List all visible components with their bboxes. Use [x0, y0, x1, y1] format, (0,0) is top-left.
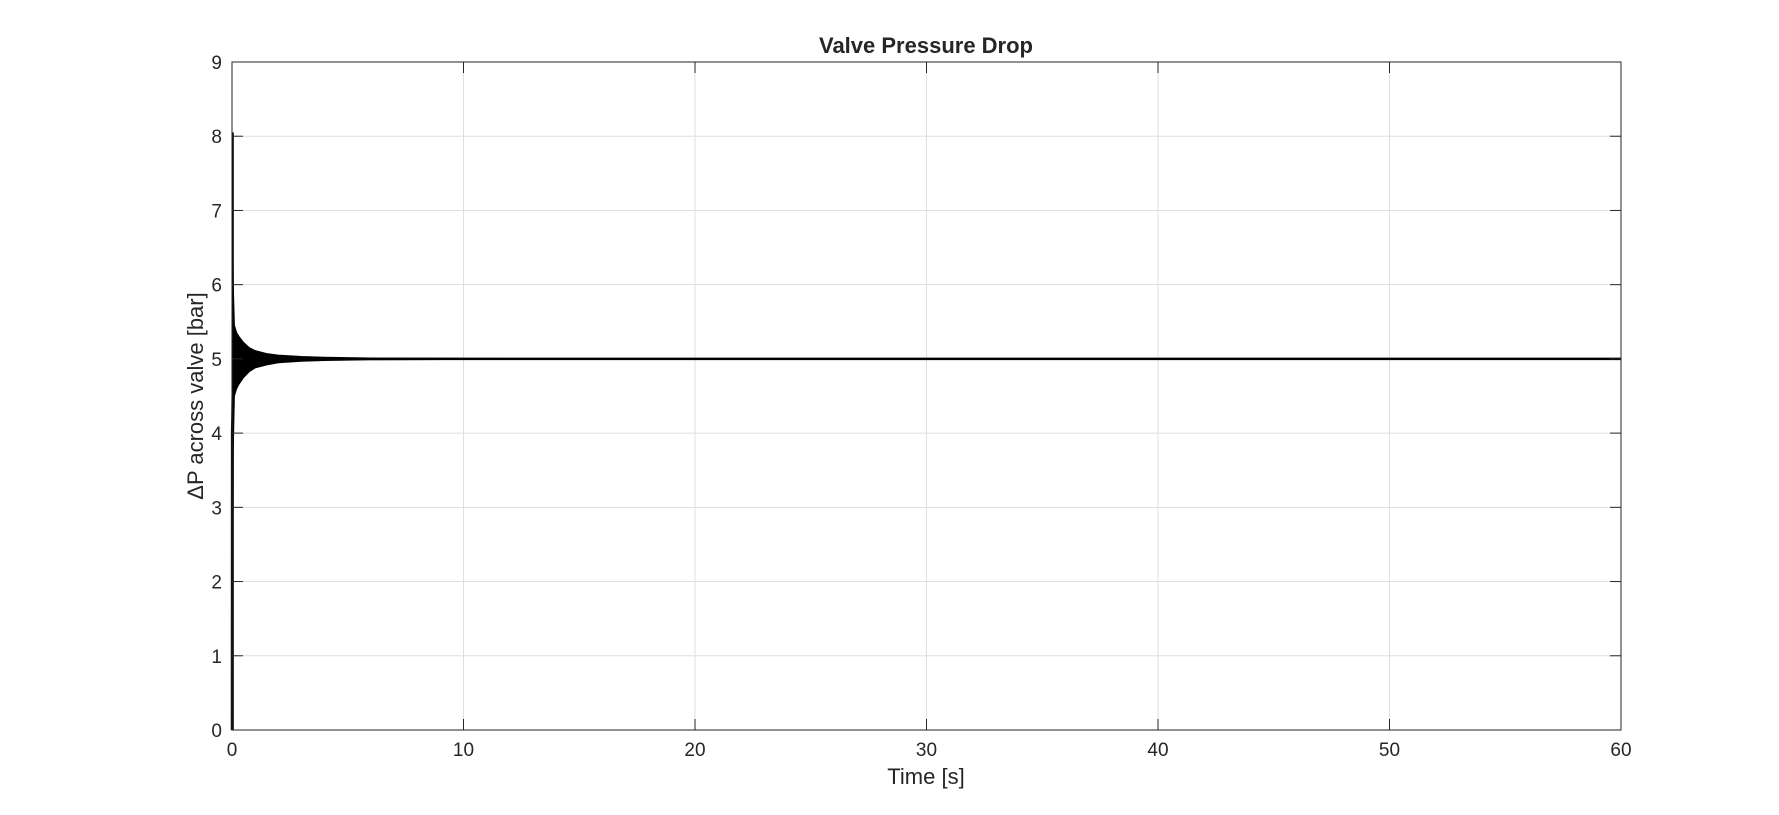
- ticks: 0 10 20 30 40 50 60 0 1 2 3 4 5 6 7 8 9: [211, 53, 1631, 761]
- y-tick-label: 5: [211, 350, 222, 371]
- y-tick-label: 2: [211, 573, 222, 594]
- y-tick-label: 9: [211, 53, 222, 74]
- y-tick-label: 1: [211, 647, 222, 668]
- x-tick-label: 0: [227, 740, 238, 761]
- series-line-path: [230, 357, 1621, 731]
- x-tick-label: 10: [453, 740, 474, 761]
- x-axis-label: Time [s]: [887, 764, 964, 789]
- grid: [232, 62, 1621, 730]
- x-tick-label: 40: [1147, 740, 1168, 761]
- y-tick-label: 8: [211, 127, 222, 148]
- y-tick-label: 3: [211, 498, 222, 519]
- x-tick-label: 20: [684, 740, 705, 761]
- y-axis-label: ΔP across valve [bar]: [183, 292, 208, 500]
- y-tick-label: 0: [211, 721, 222, 742]
- chart-title: Valve Pressure Drop: [819, 33, 1033, 58]
- y-tick-label: 7: [211, 201, 222, 222]
- x-tick-label: 60: [1610, 740, 1631, 761]
- x-tick-label: 30: [916, 740, 937, 761]
- x-tick-label: 50: [1379, 740, 1400, 761]
- y-tick-label: 6: [211, 276, 222, 297]
- y-tick-label: 4: [211, 424, 222, 445]
